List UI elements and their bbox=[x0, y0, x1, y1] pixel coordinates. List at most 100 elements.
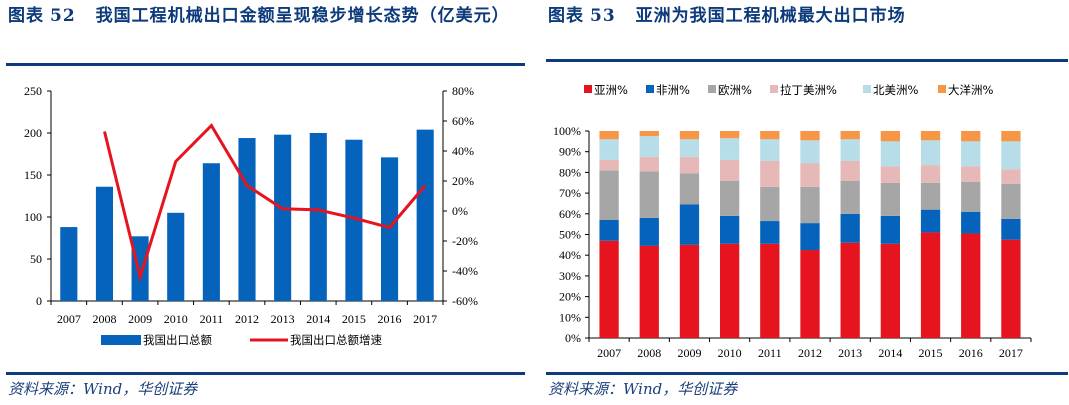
segment-europe-2010 bbox=[719, 180, 740, 216]
left-y-tick-label: 100 bbox=[24, 210, 42, 224]
segment-europe-2017 bbox=[1001, 183, 1021, 219]
x-tick-label: 2011 bbox=[200, 312, 224, 326]
segment-latin_america-2010 bbox=[719, 159, 740, 181]
segment-europe-2013 bbox=[840, 180, 860, 214]
title-divider bbox=[546, 59, 1068, 62]
growth-rate-line bbox=[103, 123, 427, 283]
left-y-tick-label: 50 bbox=[30, 252, 42, 266]
y-tick-label: 50% bbox=[559, 228, 581, 242]
segment-asia-2017 bbox=[1001, 239, 1021, 338]
x-tick-label: 2012 bbox=[798, 346, 822, 360]
segment-north_america-2011 bbox=[760, 139, 780, 162]
segment-north_america-2007 bbox=[599, 139, 619, 160]
segment-asia-2010 bbox=[719, 243, 740, 338]
bar-2011 bbox=[202, 163, 220, 301]
x-tick-label: 2009 bbox=[677, 346, 701, 360]
segment-north_america-2016 bbox=[961, 141, 981, 167]
x-tick-label: 2014 bbox=[878, 346, 902, 360]
segment-north_america-2014 bbox=[880, 141, 901, 167]
figure-53-title: 图表 53 亚洲为我国工程机械最大出口市场 bbox=[548, 2, 1063, 30]
y-tick-label: 70% bbox=[559, 186, 581, 200]
right-y-tick-label: 60% bbox=[452, 114, 474, 128]
segment-asia-2008 bbox=[639, 245, 659, 338]
legend-label-latin_america: 拉丁美洲% bbox=[780, 83, 837, 97]
segment-africa-2009 bbox=[679, 204, 700, 245]
segment-oceania-2013 bbox=[840, 131, 860, 140]
x-tick-label: 2007 bbox=[57, 312, 81, 326]
segment-latin_america-2011 bbox=[760, 161, 780, 187]
segment-oceania-2007 bbox=[599, 131, 619, 140]
figure-52-panel: 图表 52 我国工程机械出口金额呈现稳步增长态势（亿美元） 0 50 100 150 200… bbox=[0, 0, 530, 405]
x-tick-label: 2009 bbox=[128, 312, 152, 326]
segment-europe-2011 bbox=[760, 186, 780, 222]
legend-label-africa: 非洲% bbox=[656, 83, 690, 97]
segment-africa-2015 bbox=[920, 209, 941, 233]
x-tick-label: 2015 bbox=[342, 312, 366, 326]
segment-latin_america-2016 bbox=[961, 166, 981, 182]
segment-latin_america-2015 bbox=[920, 165, 941, 183]
segment-north_america-2013 bbox=[840, 139, 860, 162]
bar-2015 bbox=[345, 139, 363, 301]
segment-oceania-2016 bbox=[961, 131, 981, 142]
segment-latin_america-2009 bbox=[679, 156, 700, 174]
segment-north_america-2009 bbox=[679, 139, 700, 157]
y-tick-label: 20% bbox=[559, 290, 581, 304]
bar-2009 bbox=[131, 236, 149, 301]
legend-label-europe: 欧洲% bbox=[718, 83, 752, 97]
segment-north_america-2017 bbox=[1001, 141, 1021, 170]
segment-africa-2016 bbox=[961, 211, 981, 234]
x-tick-label: 2010 bbox=[718, 346, 742, 360]
title-divider bbox=[6, 63, 525, 66]
x-tick-label: 2013 bbox=[838, 346, 862, 360]
segment-oceania-2011 bbox=[760, 131, 780, 140]
bar-2017 bbox=[416, 129, 434, 301]
legend-swatch-asia bbox=[584, 85, 592, 93]
x-tick-label: 2011 bbox=[758, 346, 782, 360]
left-y-tick-label: 200 bbox=[24, 126, 42, 140]
segment-north_america-2015 bbox=[920, 140, 941, 166]
bar-2008 bbox=[95, 186, 114, 301]
legend-swatch-europe bbox=[708, 85, 716, 93]
x-tick-label: 2008 bbox=[92, 312, 116, 326]
bar-2014 bbox=[309, 133, 327, 301]
segment-asia-2011 bbox=[760, 243, 780, 338]
right-y-tick-label: -60% bbox=[452, 294, 478, 308]
segment-oceania-2017 bbox=[1001, 131, 1021, 142]
segment-africa-2013 bbox=[840, 213, 860, 243]
bar-2012 bbox=[238, 138, 256, 301]
bar-2013 bbox=[274, 134, 292, 301]
legend-swatch-oceania bbox=[938, 85, 946, 93]
segment-latin_america-2013 bbox=[840, 161, 860, 181]
segment-europe-2015 bbox=[920, 182, 941, 210]
figure-52-source: 资料来源：Wind，华创证券 bbox=[8, 380, 198, 398]
x-tick-label: 2007 bbox=[597, 346, 621, 360]
segment-africa-2008 bbox=[639, 217, 659, 246]
right-y-tick-label: 40% bbox=[452, 144, 474, 158]
legend-swatch-africa bbox=[646, 85, 654, 93]
legend-swatch-latin_america bbox=[770, 85, 778, 93]
x-tick-label: 2017 bbox=[999, 346, 1023, 360]
segment-oceania-2008 bbox=[639, 131, 659, 137]
bar-2007 bbox=[60, 227, 78, 301]
x-tick-label: 2017 bbox=[413, 312, 437, 326]
figure-53-panel: 图表 53 亚洲为我国工程机械最大出口市场 0% 10% 20% 30% 40% 50% 60%… bbox=[540, 0, 1069, 405]
segment-africa-2010 bbox=[719, 215, 740, 244]
segment-north_america-2008 bbox=[639, 136, 659, 157]
segment-asia-2015 bbox=[920, 232, 941, 338]
figure-53-source: 资料来源：Wind，华创证券 bbox=[548, 380, 738, 398]
y-tick-label: 100% bbox=[553, 124, 581, 138]
segment-europe-2014 bbox=[880, 182, 901, 216]
segment-latin_america-2017 bbox=[1001, 169, 1021, 184]
y-tick-label: 60% bbox=[559, 207, 581, 221]
segment-asia-2009 bbox=[679, 244, 700, 338]
legend-swatch-north_america bbox=[863, 85, 871, 93]
segment-asia-2013 bbox=[840, 242, 860, 338]
segment-oceania-2012 bbox=[800, 131, 820, 141]
segment-oceania-2009 bbox=[679, 131, 700, 140]
figure-53-number: 53 bbox=[590, 6, 616, 26]
export-value-chart: 0 50 100 150 200 250 -60% -40% -20% 0% 20% 40% 60% 80… bbox=[24, 84, 478, 347]
x-tick-label: 2008 bbox=[637, 346, 661, 360]
figure-52-title: 图表 52 我国工程机械出口金额呈现稳步增长态势（亿美元） bbox=[8, 2, 523, 30]
legend-label-north_america: 北美洲% bbox=[873, 83, 918, 97]
segment-north_america-2010 bbox=[719, 138, 740, 160]
